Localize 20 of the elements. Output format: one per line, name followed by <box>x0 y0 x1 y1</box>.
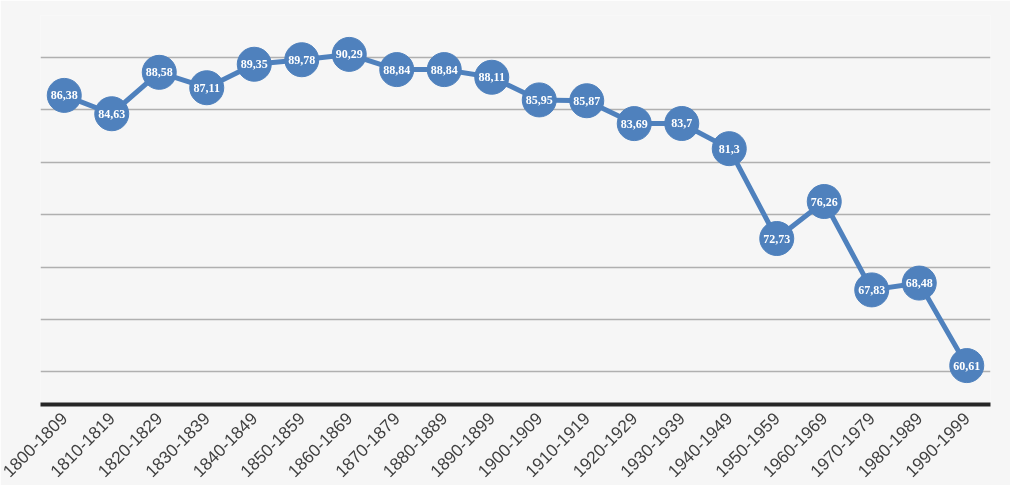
data-label: 83,7 <box>671 116 693 131</box>
data-label: 83,69 <box>620 116 648 131</box>
data-label: 89,35 <box>240 57 268 72</box>
data-label: 76,26 <box>810 194 838 209</box>
data-label: 68,48 <box>905 276 933 291</box>
data-label: 88,84 <box>383 62 411 77</box>
data-label: 85,87 <box>573 93 601 108</box>
data-label: 90,29 <box>335 47 363 62</box>
data-label: 88,58 <box>145 65 173 80</box>
data-label: 84,63 <box>98 106 126 121</box>
data-label: 89,78 <box>288 52 316 67</box>
data-label: 86,38 <box>50 88 78 103</box>
data-label: 72,73 <box>763 231 791 246</box>
data-label: 85,95 <box>525 92 553 107</box>
data-label: 67,83 <box>858 282 886 297</box>
data-label: 88,84 <box>430 62 458 77</box>
data-label: 88,11 <box>478 70 505 85</box>
data-label: 81,3 <box>718 141 740 156</box>
data-label: 60,61 <box>953 358 981 373</box>
data-label: 87,11 <box>193 80 220 95</box>
